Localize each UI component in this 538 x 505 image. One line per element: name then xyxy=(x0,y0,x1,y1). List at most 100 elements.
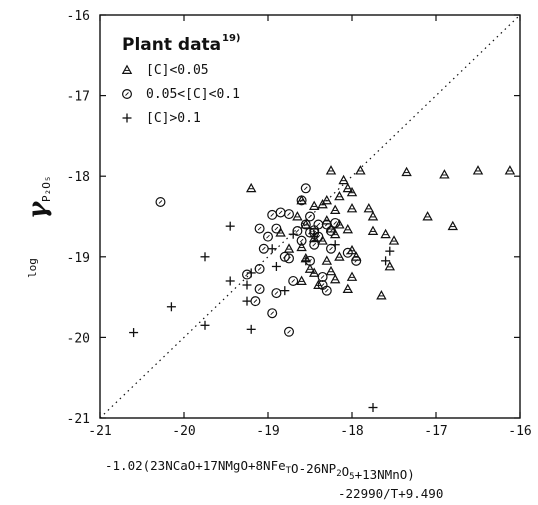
data-point-plus xyxy=(129,328,139,338)
triangle-marker xyxy=(439,169,450,179)
data-point-triangle xyxy=(346,271,358,281)
data-point-triangle xyxy=(439,169,450,179)
data-point-triangle xyxy=(317,198,328,209)
triangle-marker xyxy=(342,182,354,193)
triangle-marker xyxy=(292,211,303,221)
triangle-marker xyxy=(401,166,412,177)
data-point-circle xyxy=(267,209,278,220)
circle-marker-slash xyxy=(291,279,296,283)
circle-marker xyxy=(317,271,328,282)
circle-marker-slash xyxy=(308,214,312,219)
circle-marker-slash xyxy=(257,226,262,231)
triangle-marker xyxy=(376,290,387,300)
circle-marker xyxy=(284,326,295,337)
x-axis-label-subscript: T xyxy=(286,466,292,476)
y-tick-label: -19 xyxy=(67,251,90,266)
data-point-triangle xyxy=(472,165,484,175)
circle-marker xyxy=(267,209,278,220)
circle-marker-slash xyxy=(303,222,308,227)
circle-marker-slash xyxy=(303,186,308,191)
y-axis-label-subscript: P₂O₅ xyxy=(40,176,53,203)
legend-marker-circle xyxy=(121,88,132,99)
circle-marker-slash xyxy=(266,234,270,239)
data-point-triangle xyxy=(504,165,516,175)
data-point-plus xyxy=(225,276,235,286)
circle-marker-slash xyxy=(320,275,325,279)
circle-marker-slash xyxy=(345,250,350,255)
data-point-circle xyxy=(284,253,295,264)
data-point-circle xyxy=(242,269,253,280)
circle-marker-slash xyxy=(299,198,304,203)
data-point-plus xyxy=(271,261,281,271)
circle-marker xyxy=(305,211,316,222)
data-point-circle xyxy=(296,195,307,206)
circle-marker-slash xyxy=(329,229,333,233)
data-point-circle xyxy=(300,219,311,230)
triangle-marker xyxy=(334,190,345,201)
triangle-marker xyxy=(329,204,341,215)
circle-marker xyxy=(296,235,307,246)
legend: Plant data 19) [C]<0.05 0.05<[C]<0.1 [C]>0… xyxy=(121,33,241,126)
x-tick-label: -20 xyxy=(172,424,195,439)
circle-marker xyxy=(284,209,295,220)
circle-marker xyxy=(279,251,290,262)
data-point-plus xyxy=(246,324,256,334)
data-point-triangle xyxy=(308,267,320,277)
circle-marker-slash xyxy=(253,299,258,303)
triangle-marker xyxy=(504,165,516,175)
y-tick-label: -18 xyxy=(67,170,90,185)
data-point-triangle xyxy=(346,203,358,213)
data-point-triangle xyxy=(338,174,349,185)
triangle-marker xyxy=(338,174,349,185)
circle-marker-slash xyxy=(312,242,317,247)
data-point-plus xyxy=(225,221,235,231)
triangle-marker xyxy=(346,186,358,197)
triangle-marker xyxy=(121,64,133,74)
circle-marker-slash xyxy=(312,228,317,233)
y-axis-label-symbol: γ xyxy=(23,200,53,219)
data-point-circle xyxy=(254,284,265,295)
circle-marker xyxy=(254,223,265,234)
y-tick-label: -20 xyxy=(67,331,90,346)
triangle-marker xyxy=(342,223,354,234)
data-point-plus xyxy=(242,296,252,306)
circle-marker-slash xyxy=(270,311,275,316)
circle-marker xyxy=(254,263,265,274)
triangle-marker xyxy=(245,182,257,193)
triangle-marker xyxy=(321,194,333,205)
triangle-marker xyxy=(346,271,358,281)
data-point-triangle xyxy=(376,290,387,300)
data-point-circle xyxy=(326,243,337,254)
data-point-triangle xyxy=(321,255,333,265)
triangle-marker xyxy=(422,211,433,221)
circle-marker xyxy=(121,88,132,99)
data-point-circle xyxy=(342,247,353,258)
legend-entry-label: 0.05<[C]<0.1 xyxy=(146,87,240,102)
circle-marker-slash xyxy=(257,287,262,291)
data-point-triangle xyxy=(304,263,316,273)
data-point-circle xyxy=(284,326,295,337)
triangle-marker xyxy=(300,219,312,229)
triangle-marker xyxy=(363,203,375,213)
x-tick-label: -21 xyxy=(88,424,111,439)
triangle-marker xyxy=(325,265,337,276)
circle-marker-slash xyxy=(295,229,300,233)
x-axis-label-part: O xyxy=(342,464,350,479)
triangle-marker xyxy=(325,165,337,175)
data-point-plus xyxy=(309,232,319,242)
data-point-triangle xyxy=(342,182,354,193)
triangle-marker xyxy=(296,194,307,205)
triangle-marker xyxy=(342,283,354,293)
triangle-marker xyxy=(308,267,320,277)
data-point-triangle xyxy=(321,194,333,205)
triangle-marker xyxy=(313,279,324,289)
x-axis-label-subscript: 5 xyxy=(349,472,354,482)
x-axis-label-part: +13NMnO) xyxy=(355,467,415,482)
circle-marker xyxy=(351,255,362,266)
data-point-circle xyxy=(271,288,282,299)
triangle-marker xyxy=(334,251,345,261)
circle-marker xyxy=(271,223,282,234)
data-point-plus xyxy=(330,240,340,250)
circle-marker xyxy=(271,288,282,299)
data-point-circle xyxy=(321,285,332,296)
